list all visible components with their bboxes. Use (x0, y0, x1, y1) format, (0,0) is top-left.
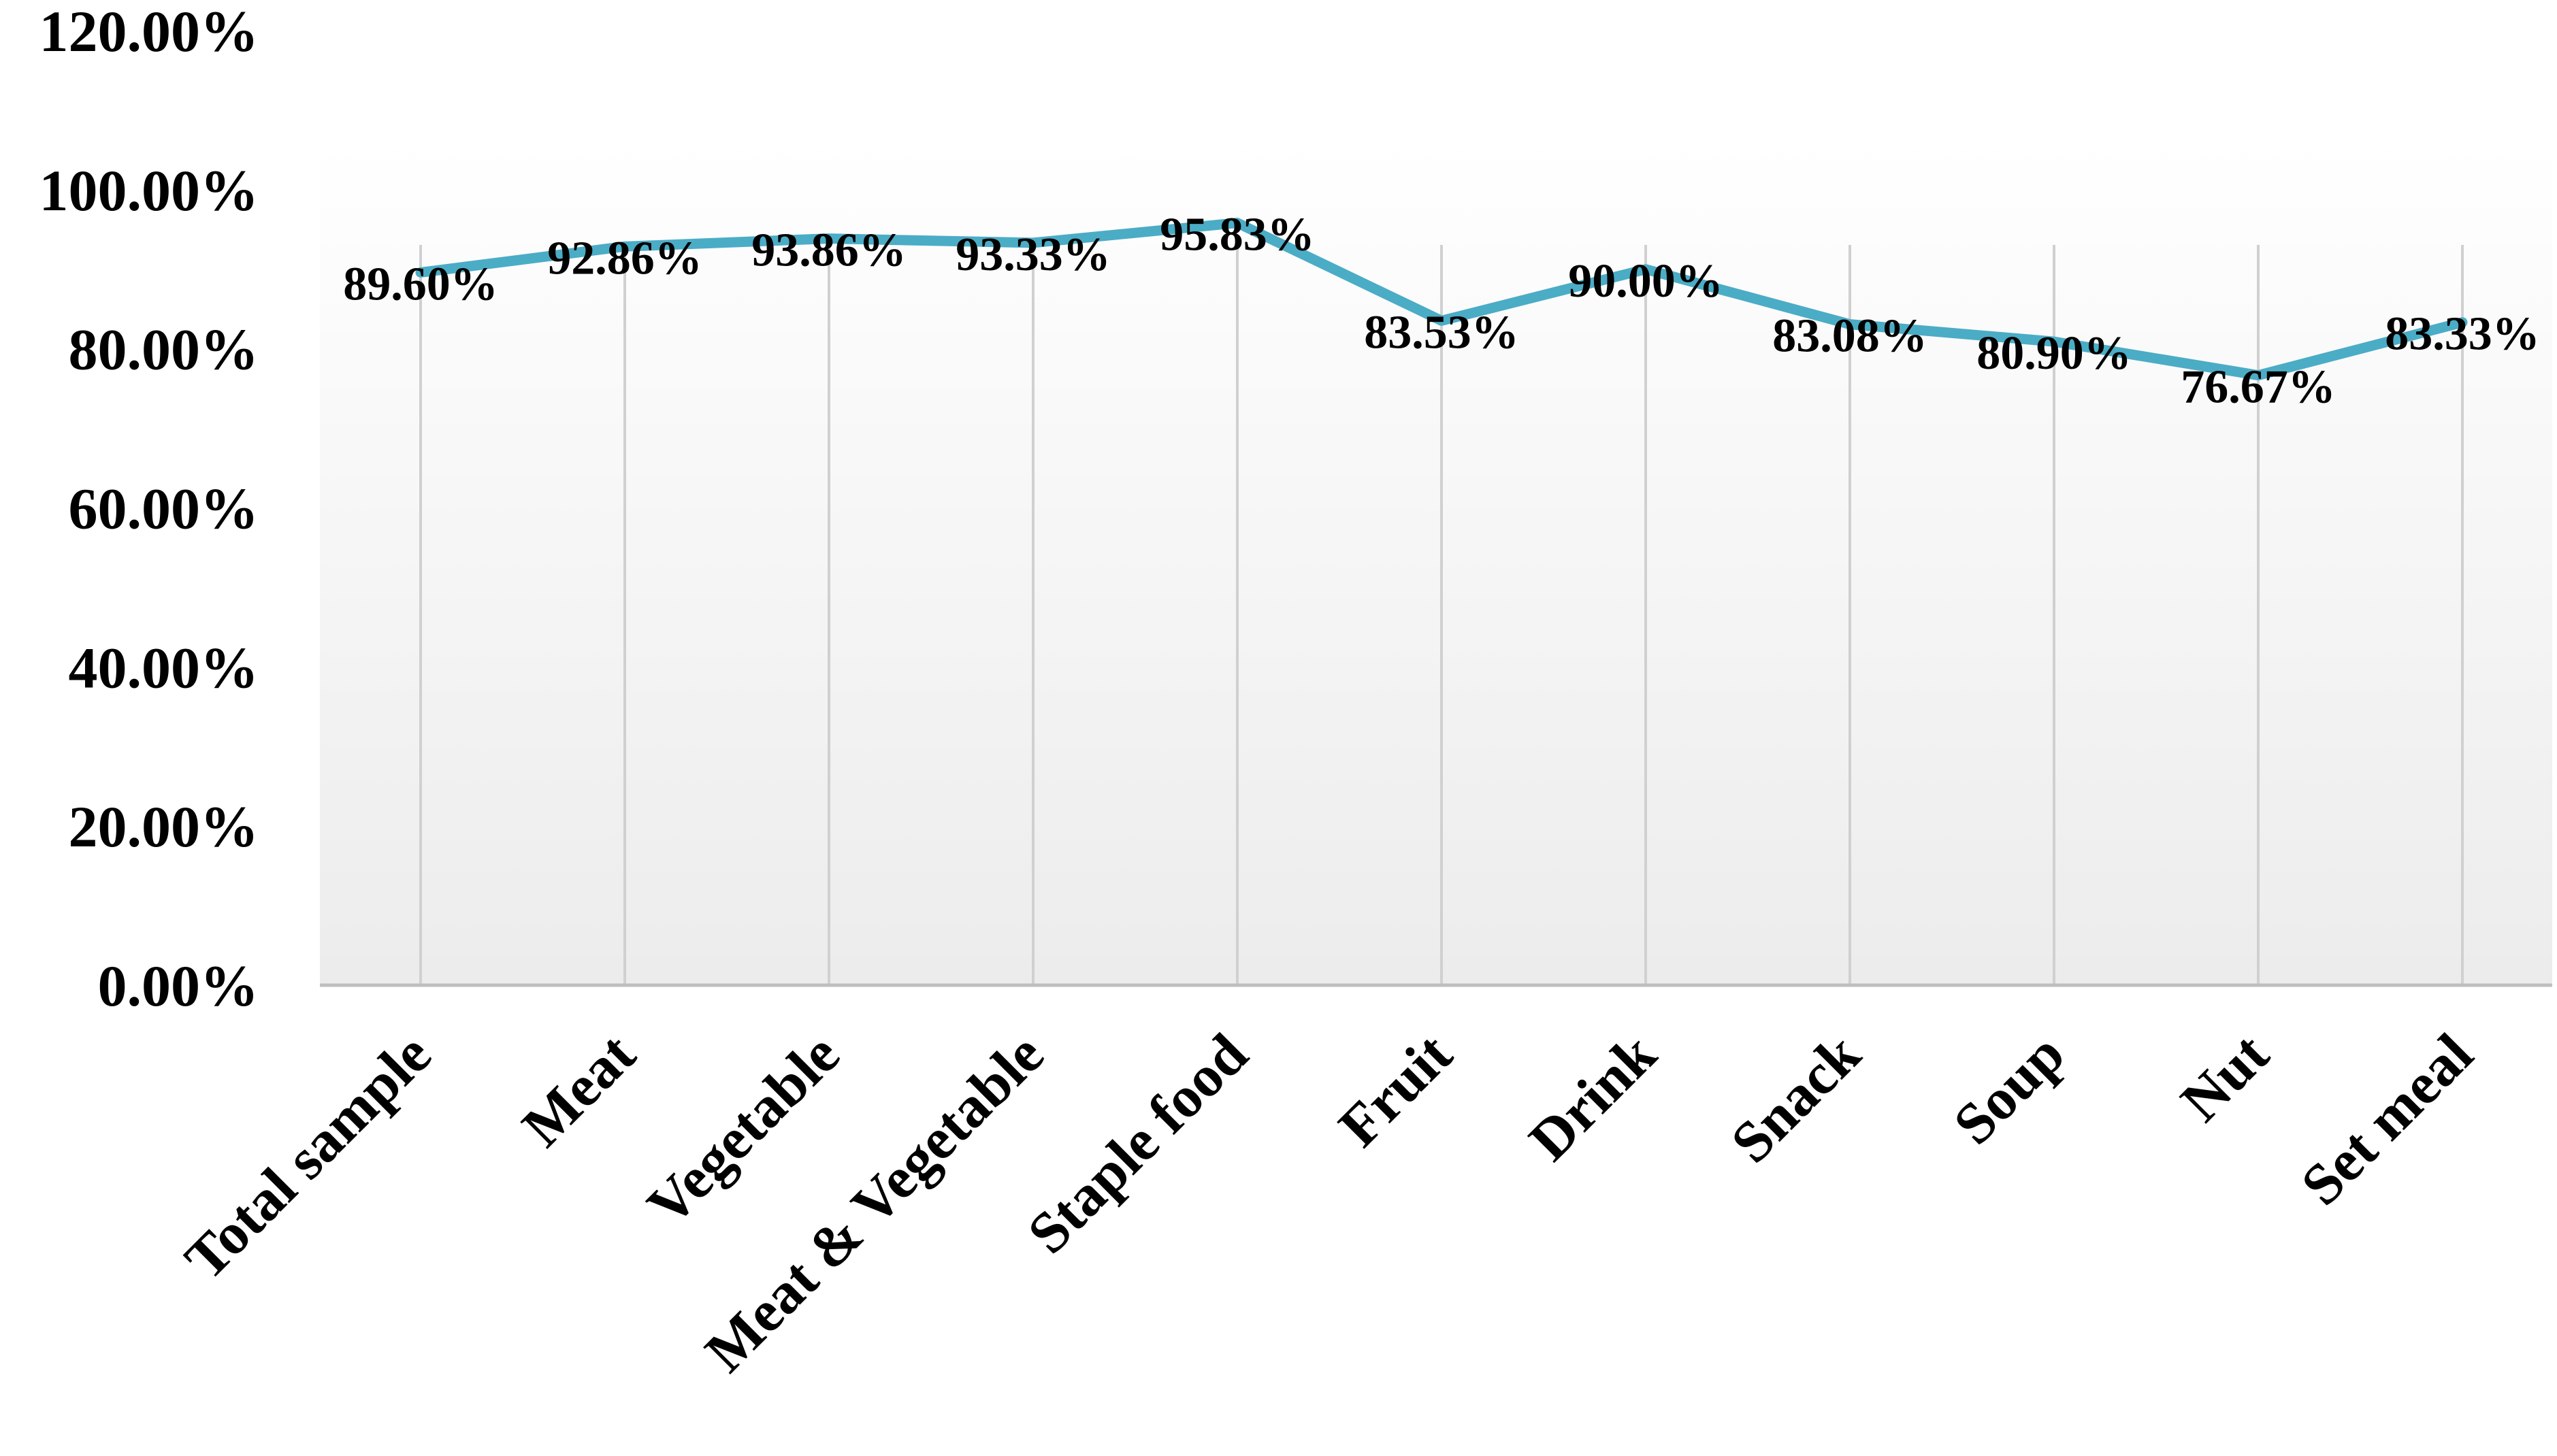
data-label: 80.90% (1976, 327, 2132, 380)
x-tick-label: Meat & Vegetable (692, 1021, 1056, 1385)
x-tick-label: Drink (1516, 1021, 1668, 1172)
series-line (415, 218, 2468, 381)
gridlines (419, 245, 2464, 985)
x-tick-label: Total sample (172, 1021, 443, 1292)
data-label: 93.33% (956, 229, 1111, 281)
y-tick-label: 60.00% (69, 476, 259, 542)
y-tick-label: 80.00% (69, 317, 259, 382)
x-tick-label: Soup (1941, 1021, 2077, 1157)
x-tick-label: Nut (2168, 1021, 2281, 1134)
y-axis: 0.00% 20.00% 40.00% 60.00% 80.00% 100.00% 120.… (39, 0, 259, 1019)
plot-area (320, 136, 2552, 985)
y-tick-label: 100.00% (39, 158, 259, 223)
data-label: 76.67% (2181, 361, 2336, 414)
x-tick-label: Vegetable (634, 1021, 851, 1238)
data-label: 95.83% (1160, 209, 1315, 261)
x-tick-label: Fruit (1326, 1021, 1464, 1159)
data-labels: 89.60% 92.86% 93.86% 93.33% 95.83% 83.53% 90.0… (343, 209, 2540, 414)
x-tick-label: Staple food (1015, 1021, 1260, 1266)
y-tick-label: 0.00% (98, 953, 259, 1019)
data-label: 83.53% (1364, 306, 1519, 359)
y-tick-label: 40.00% (69, 635, 259, 700)
data-label: 83.33% (2385, 308, 2540, 361)
data-label: 90.00% (1568, 255, 1723, 308)
data-label: 89.60% (343, 258, 498, 310)
x-tick-label: Snack (1719, 1021, 1873, 1175)
x-tick-label: Meat (510, 1021, 648, 1159)
data-label: 83.08% (1772, 310, 1927, 363)
data-label: 93.86% (751, 225, 907, 277)
y-tick-label: 20.00% (69, 794, 259, 859)
data-label: 92.86% (547, 232, 702, 284)
y-tick-label: 120.00% (39, 0, 259, 64)
x-tick-label: Set meal (2288, 1021, 2485, 1218)
